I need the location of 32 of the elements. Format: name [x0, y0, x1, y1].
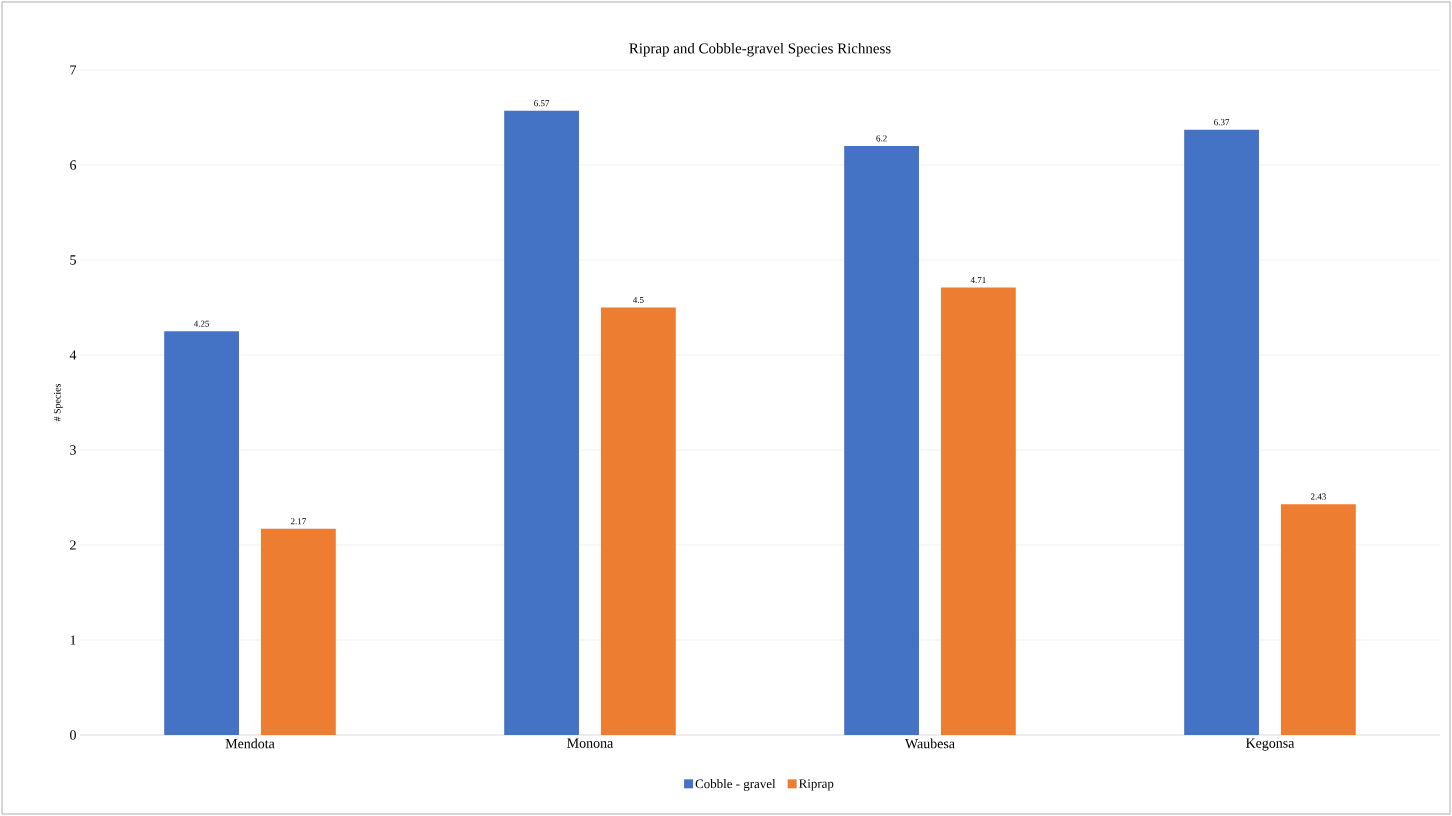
y-tick-label: 7	[70, 65, 77, 75]
x-tick-label: Waubesa	[905, 738, 955, 749]
data-label: 6.2	[876, 135, 887, 142]
bar	[844, 146, 919, 735]
x-tick-label: Monona	[567, 738, 614, 748]
bar	[164, 331, 239, 735]
bar	[261, 528, 336, 735]
bar	[1280, 504, 1356, 735]
data-label: 4.71	[970, 276, 986, 284]
y-tick-label: 1	[70, 635, 76, 645]
y-tick-label: 0	[70, 730, 76, 740]
bar	[1184, 129, 1259, 735]
y-axis-title: # Species	[53, 383, 63, 422]
y-tick-label: 4	[69, 350, 77, 360]
bar	[504, 110, 579, 735]
data-label: 4.25	[193, 320, 210, 327]
legend-label: Cobble - gravel	[695, 779, 776, 791]
data-label: 2.43	[1310, 493, 1326, 500]
data-label: 2.17	[290, 518, 306, 525]
y-tick-label: 6	[70, 160, 77, 170]
bar	[940, 287, 1016, 735]
x-tick-label: Mendota	[225, 738, 275, 749]
y-tick-label: 3	[70, 445, 76, 455]
y-tick-label: 2	[70, 540, 76, 550]
legend-label: Riprap	[799, 779, 834, 791]
x-tick-label: Kegonsa	[1245, 738, 1295, 751]
chart-title: Riprap and Cobble-gravel Species Richness	[629, 42, 891, 57]
data-label: 6.57	[534, 100, 550, 107]
data-label: 6.37	[1214, 119, 1230, 126]
data-label: 4.5	[632, 296, 644, 303]
y-tick-label: 5	[70, 255, 76, 265]
bar	[600, 307, 676, 735]
